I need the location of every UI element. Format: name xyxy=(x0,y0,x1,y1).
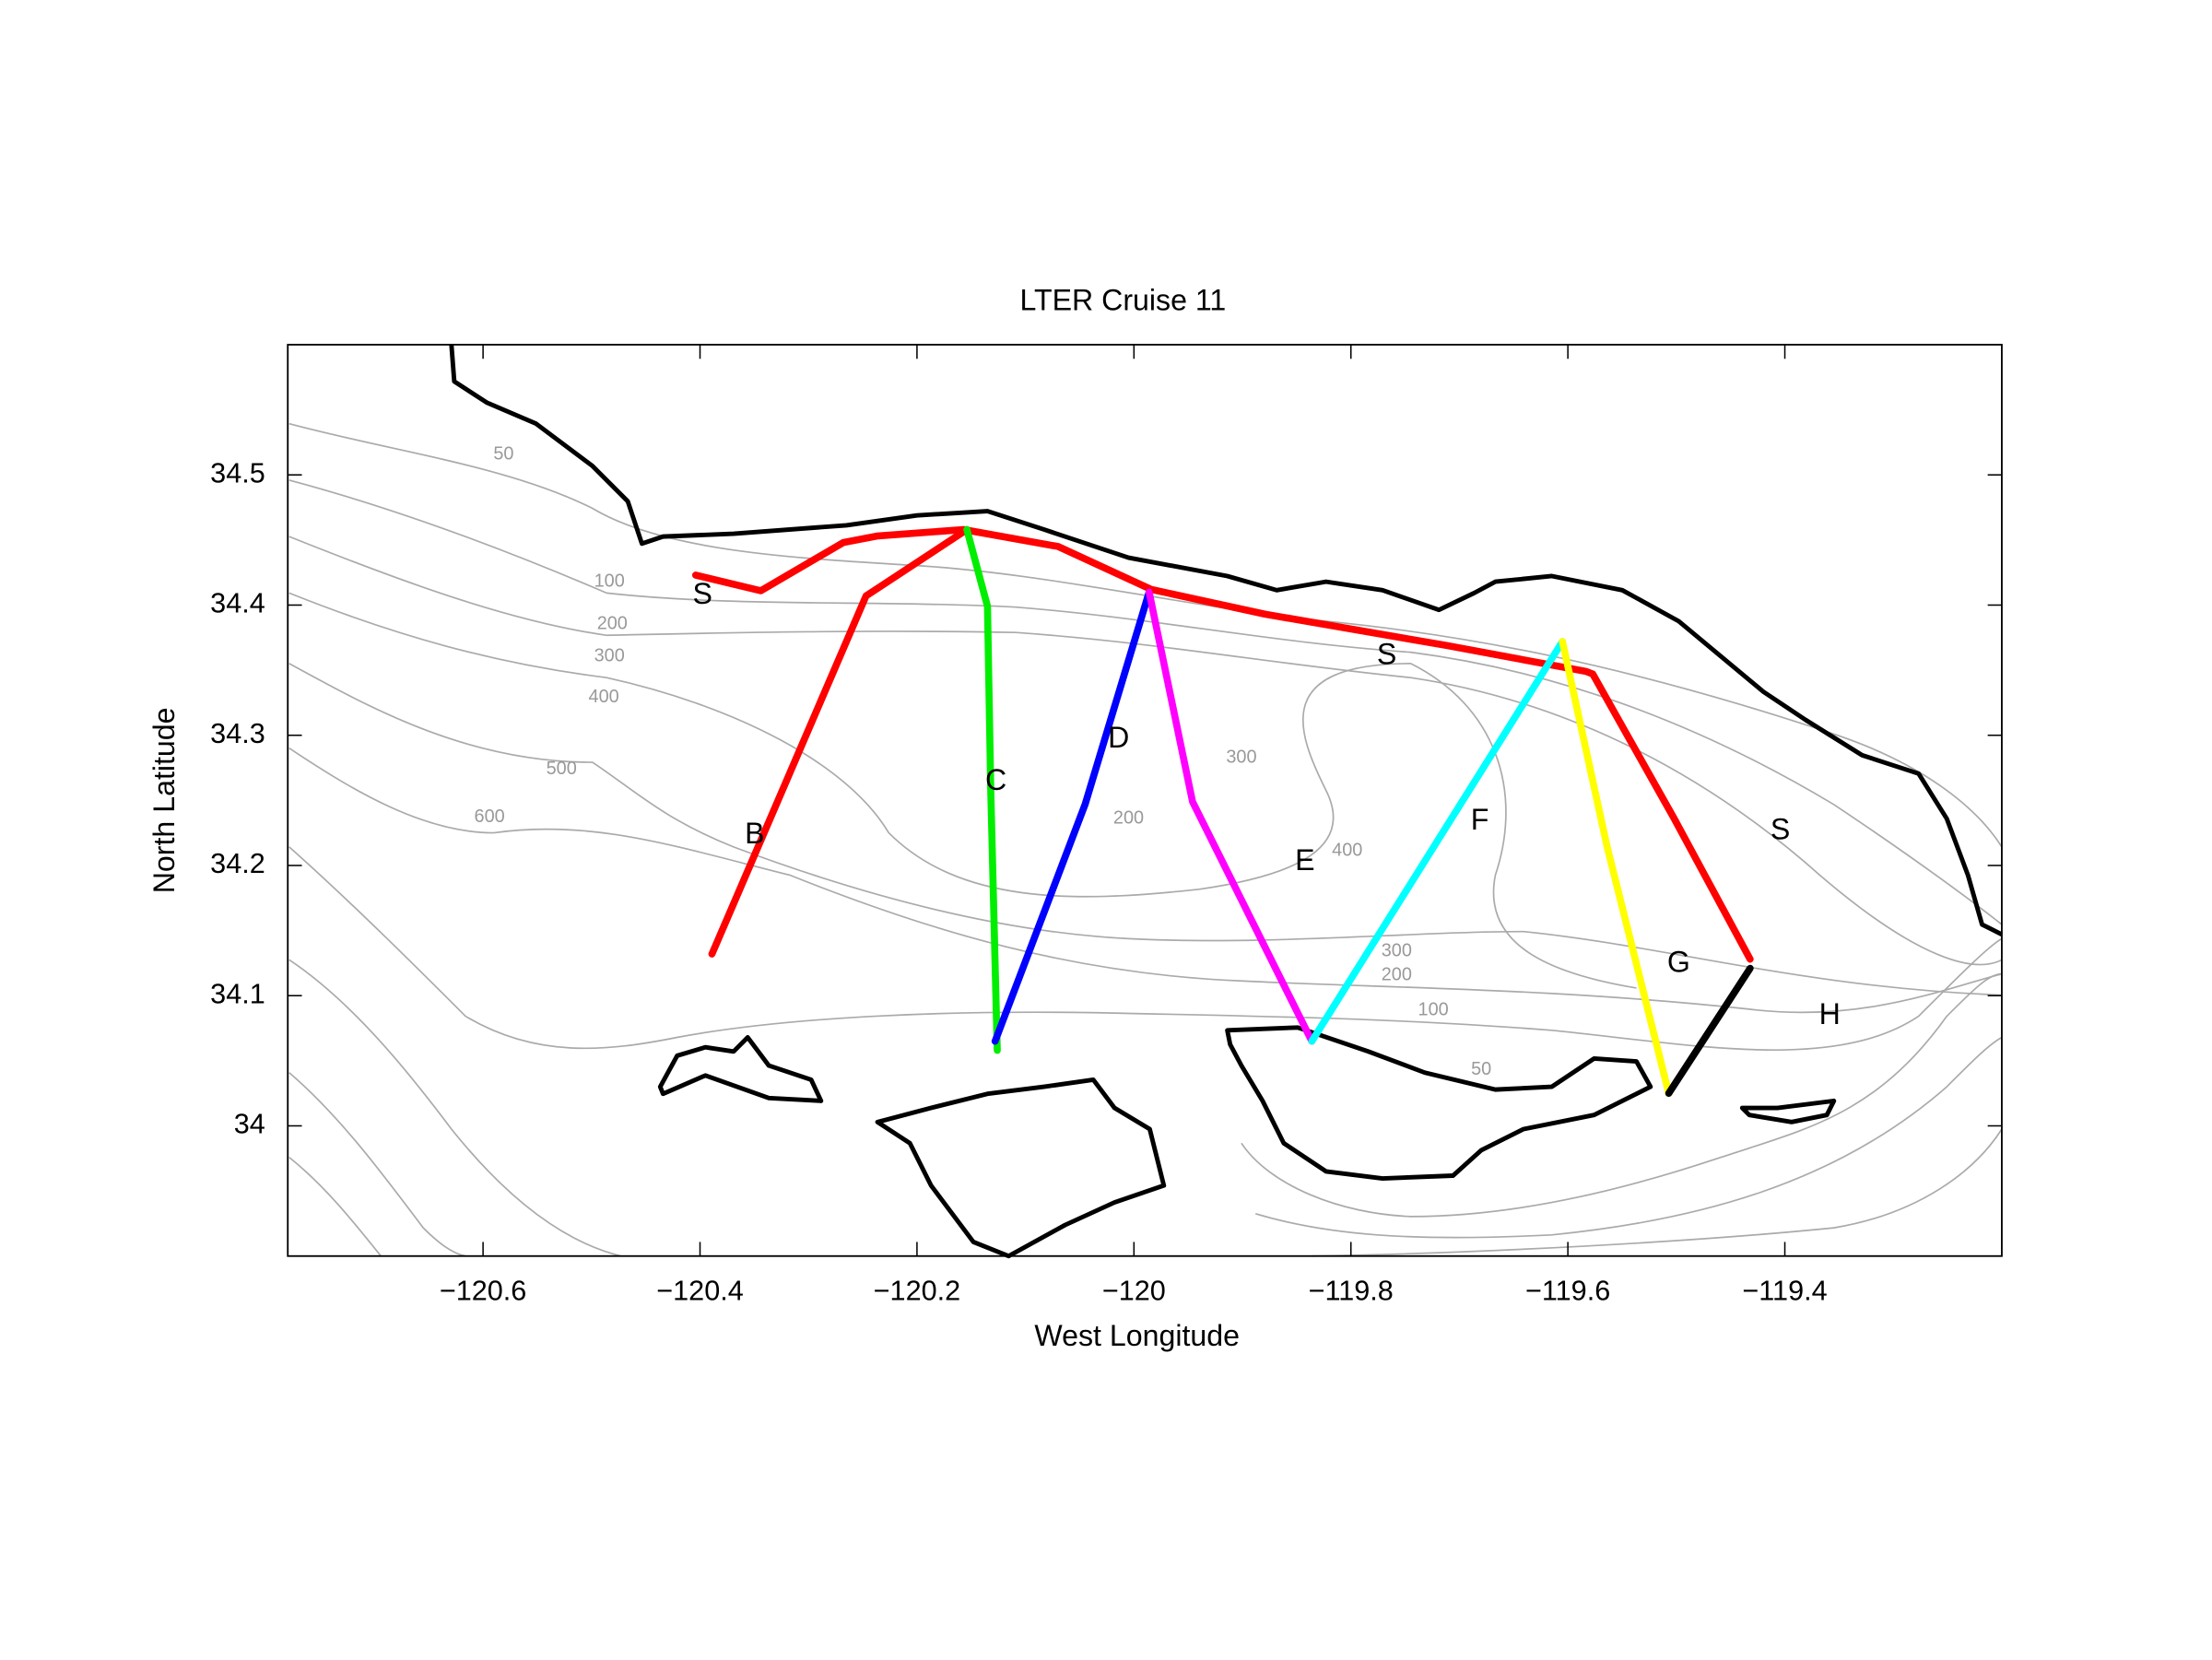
ship-track xyxy=(1665,964,1754,1098)
y-tick-label: 34 xyxy=(234,1109,265,1140)
y-tick-label: 34.4 xyxy=(210,588,265,619)
contour-label: 400 xyxy=(589,687,619,707)
ship-track xyxy=(1308,638,1567,1045)
contour-label: 100 xyxy=(594,571,625,591)
x-tick-label: −120.2 xyxy=(874,1276,960,1307)
contour-label: 400 xyxy=(1332,841,1362,861)
contour-label: 50 xyxy=(493,444,513,465)
x-tick-label: −120 xyxy=(1102,1276,1166,1307)
y-tick-label: 34.5 xyxy=(210,457,265,489)
x-tick-label: −119.6 xyxy=(1525,1276,1610,1307)
track-label: G xyxy=(1667,945,1690,978)
contour-label: 50 xyxy=(1471,1059,1491,1079)
contour-label: 600 xyxy=(475,806,505,827)
contour-label: 300 xyxy=(1382,940,1412,960)
track-label: B xyxy=(745,817,764,850)
ship-track xyxy=(963,525,1001,1054)
track-label: H xyxy=(1819,997,1841,1030)
plot-frame xyxy=(287,344,2003,1257)
ship-track xyxy=(1559,638,1673,1098)
contour-label: 200 xyxy=(1382,964,1412,984)
track-label: S xyxy=(1771,813,1790,846)
x-tick-label: −120.4 xyxy=(656,1276,743,1307)
x-tick-label: −120.6 xyxy=(440,1276,526,1307)
y-tick-label: 34.1 xyxy=(210,978,265,1009)
x-tick-label: −119.8 xyxy=(1309,1276,1394,1307)
track-label: D xyxy=(1108,721,1129,754)
y-axis-label: North Latitude xyxy=(147,707,181,893)
contour-label: 200 xyxy=(1113,808,1144,829)
ship-track xyxy=(708,525,971,958)
track-label: F xyxy=(1471,803,1489,836)
contour-label: 300 xyxy=(1226,748,1256,768)
contour-label: 500 xyxy=(547,759,577,779)
ship-track xyxy=(991,588,1153,1045)
x-axis-label: West Longitude xyxy=(1034,1319,1240,1352)
track-label: S xyxy=(693,577,712,610)
ship-track xyxy=(1145,588,1316,1045)
contour-label: 300 xyxy=(594,645,625,665)
chart-title: LTER Cruise 11 xyxy=(1019,284,1226,317)
contour-label: 100 xyxy=(1418,1000,1449,1020)
track-label: S xyxy=(1377,638,1396,671)
track-label: E xyxy=(1295,843,1314,877)
track-label: C xyxy=(985,763,1006,796)
bathymetry-contours xyxy=(288,422,2003,1257)
coastline xyxy=(449,344,2004,1259)
ship-track xyxy=(691,525,1754,963)
x-tick-label: −119.4 xyxy=(1742,1276,1827,1307)
contour-label: 200 xyxy=(597,613,628,633)
y-tick-label: 34.2 xyxy=(210,848,265,879)
y-tick-label: 34.3 xyxy=(210,718,265,749)
